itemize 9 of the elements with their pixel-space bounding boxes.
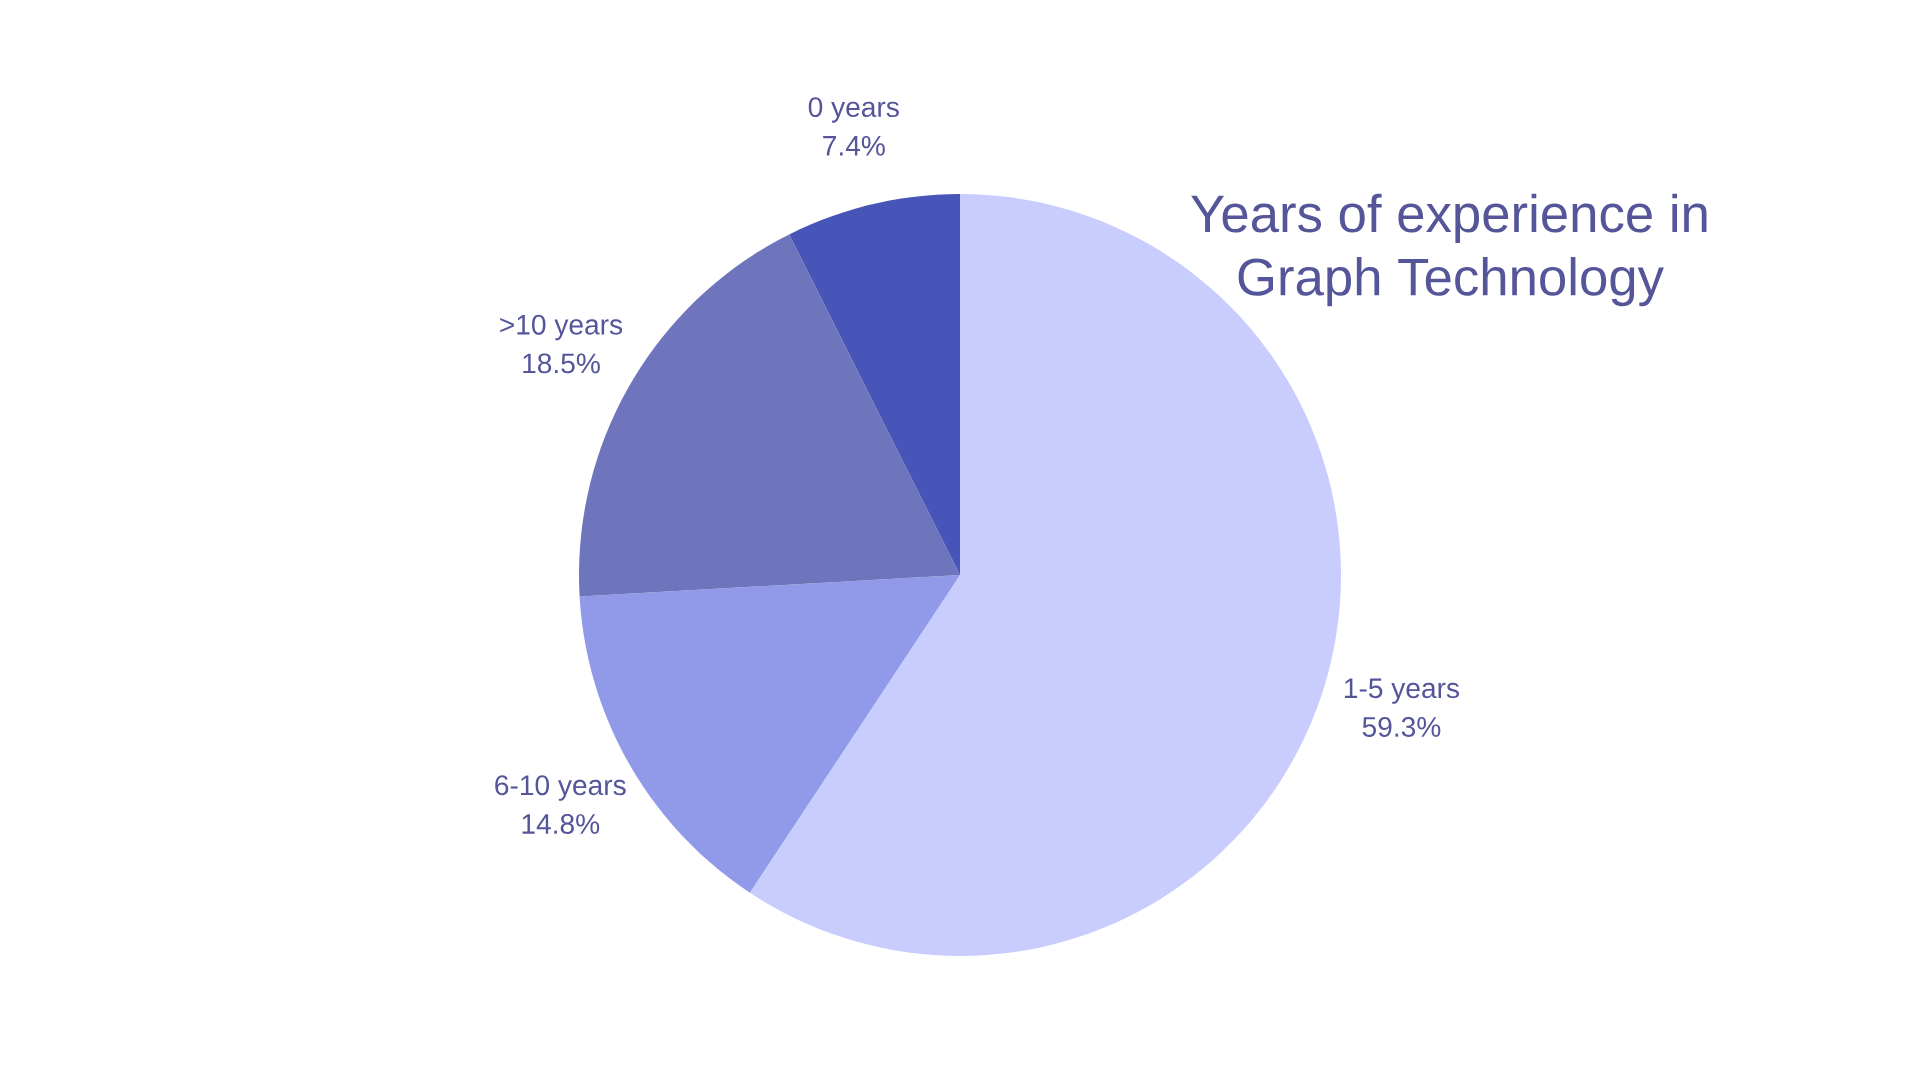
slice-label: 0 years <box>808 97 899 123</box>
slice-label: 1-5 years <box>1344 678 1460 704</box>
slice-label: 6-10 years <box>495 775 626 801</box>
data-label: 59.3% <box>1362 717 1441 737</box>
slice-label: >10 years <box>500 314 623 341</box>
data-label: 18.5% <box>523 353 600 374</box>
text: Years of experience in Graph Technology <box>1191 193 1707 307</box>
data-label: 7.4% <box>823 135 885 156</box>
data-label: 14.8% <box>522 814 600 834</box>
